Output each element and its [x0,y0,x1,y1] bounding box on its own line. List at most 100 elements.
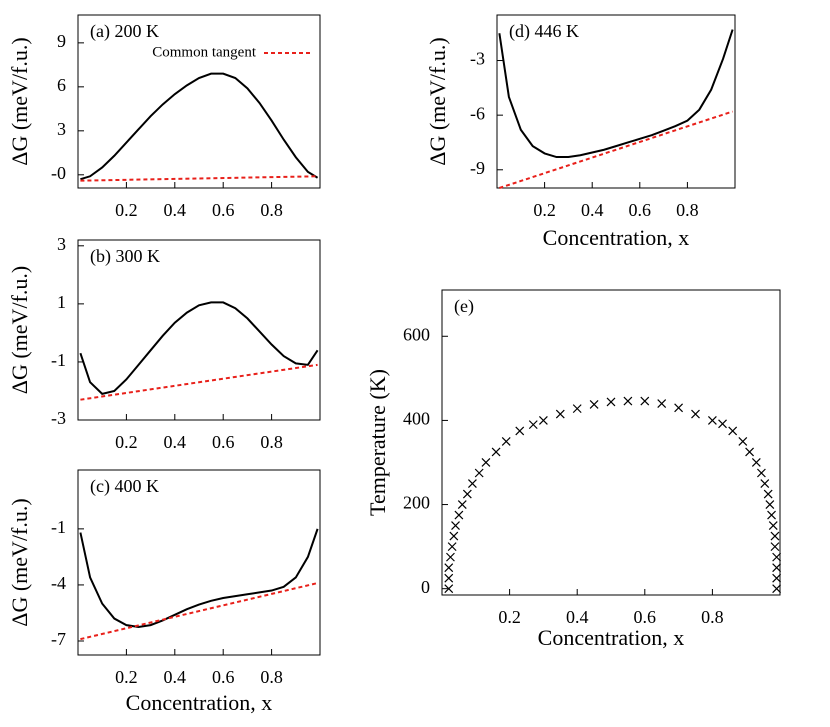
point [555,409,565,419]
point [756,468,766,478]
y-axis-label: ΔG (meV/f.u.) [7,266,32,394]
x-tick-label: 0.8 [260,667,283,687]
x-tick-label: 0.2 [115,667,138,687]
point [772,563,782,573]
x-tick-label: 0.2 [115,432,138,452]
x-tick-label: 0.6 [629,200,652,220]
y-tick-label: 1 [57,292,66,312]
y-tick-label: 3 [57,119,66,139]
curve [498,29,734,159]
y-tick-label: -3 [51,408,66,428]
x-axis-label: Concentration, x [126,690,273,715]
point [745,447,755,457]
panel-label: (a) 200 K [90,21,159,42]
y-tick-label: 6 [57,75,66,95]
point [772,573,782,583]
y-tick-label: -6 [470,103,485,123]
point [444,573,454,583]
x-axis-label: Concentration, x [538,625,685,650]
point [751,458,761,467]
point [444,563,454,573]
x-tick-label: 0.8 [676,200,699,220]
panel-label: (b) 300 K [90,246,160,267]
y-tick-label: -1 [51,350,66,370]
point [467,479,477,488]
curve [80,72,319,181]
panel-label: (e) [454,296,474,317]
point [691,409,700,419]
point [501,437,511,446]
point [446,552,455,562]
point [572,404,582,414]
point [760,479,770,488]
point [474,468,484,478]
x-tick-label: 0.8 [260,200,283,220]
y-tick-label: 0 [421,577,430,597]
y-tick-label: 200 [403,493,430,513]
point [454,510,464,520]
point [772,584,782,594]
x-tick-label: 0.2 [533,200,556,220]
point [449,531,459,541]
point [657,399,667,409]
y-axis-label: ΔG (meV/f.u.) [7,37,32,165]
curve [80,175,318,182]
x-tick-label: 0.4 [164,200,187,220]
x-tick-label: 0.2 [498,607,521,627]
point [589,400,599,409]
point [707,415,717,425]
point [462,489,472,499]
y-tick-label: 3 [57,234,66,254]
legend-label: Common tangent [152,44,257,60]
x-tick-label: 0.6 [212,432,235,452]
plot-frame [77,469,321,656]
x-tick-label: 0.4 [581,200,604,220]
x-tick-label: 0.8 [701,607,724,627]
point [765,500,775,509]
x-tick-label: 0.6 [634,607,657,627]
curve [499,110,733,189]
plot-frame [77,14,321,189]
point [640,396,650,406]
x-axis-label: Concentration, x [543,225,690,250]
point [528,420,538,430]
point [538,415,548,425]
curve [79,301,319,395]
x-tick-label: 0.4 [164,432,187,452]
x-tick-label: 0.4 [164,667,187,687]
point [770,542,780,552]
x-tick-label: 0.4 [566,607,589,627]
curve [79,528,319,628]
x-tick-label: 0.8 [260,432,283,452]
point [457,500,467,509]
y-tick-label: -3 [470,49,485,69]
point [447,542,457,552]
y-tick-label: -1 [51,517,66,537]
plot-frame [77,239,321,421]
point [768,521,778,531]
curve [80,582,318,641]
panel-label: (d) 446 K [509,21,579,42]
plot-frame [496,14,736,189]
curve [80,363,318,401]
point [451,521,460,531]
panel-label: (c) 400 K [90,476,159,497]
x-tick-label: 0.6 [212,667,235,687]
y-axis-label: ΔG (meV/f.u.) [7,498,32,626]
point [772,552,782,562]
point [481,458,491,467]
point [674,403,684,413]
y-tick-label: 600 [403,324,430,344]
point [491,447,501,457]
y-tick-label: -7 [51,629,66,649]
x-tick-label: 0.2 [115,200,138,220]
point [728,426,738,436]
y-tick-label: -0 [51,163,66,183]
point [606,397,616,407]
point [767,510,776,520]
point [718,419,727,429]
plot-frame [441,289,781,596]
point [770,531,780,541]
y-tick-label: -9 [470,158,485,178]
